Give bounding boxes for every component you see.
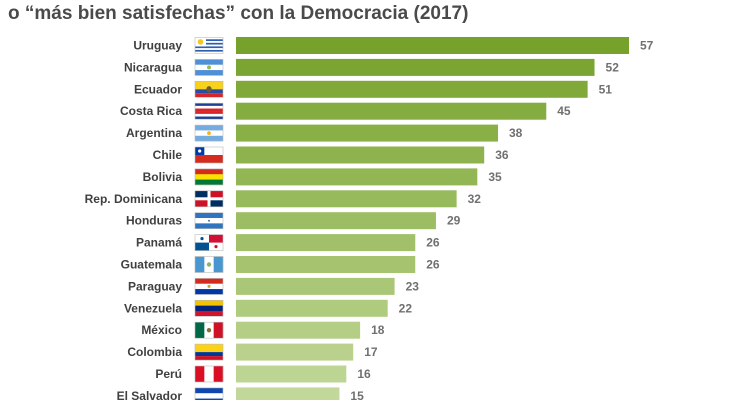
category-label: Costa Rica — [120, 104, 182, 118]
bar — [236, 343, 354, 361]
bar — [236, 387, 340, 400]
value-label: 26 — [426, 258, 440, 272]
category-label: Honduras — [126, 214, 182, 228]
ecuador-flag-icon — [194, 81, 224, 98]
value-label: 18 — [371, 323, 385, 337]
category-label: Perú — [155, 367, 182, 381]
bar — [236, 146, 485, 164]
venezuela-flag-icon — [194, 299, 224, 317]
el-salvador-flag-icon — [194, 387, 224, 400]
category-label: Ecuador — [134, 82, 182, 96]
bar — [236, 256, 416, 273]
argentina-flag-icon — [194, 124, 224, 142]
costa-rica-flag-icon — [194, 102, 224, 120]
category-label: Colombia — [127, 345, 182, 359]
bar — [236, 58, 595, 76]
peru-flag-icon — [194, 365, 224, 383]
colombia-flag-icon — [194, 343, 224, 361]
value-label: 26 — [426, 236, 440, 250]
chart-title: o “más bien satisfechas” con la Democrac… — [8, 3, 469, 24]
panama-flag-icon — [194, 234, 224, 251]
category-label: Guatemala — [121, 258, 183, 272]
category-label: México — [141, 323, 182, 337]
category-label: Chile — [153, 148, 183, 162]
category-label: Rep. Dominicana — [85, 192, 183, 206]
bar — [236, 234, 416, 252]
bar — [236, 124, 498, 142]
value-label: 57 — [640, 39, 654, 53]
nicaragua-flag-icon — [194, 59, 224, 76]
bolivia-flag-icon — [194, 168, 224, 186]
value-label: 38 — [509, 126, 523, 140]
bar — [236, 299, 388, 317]
guatemala-flag-icon — [194, 256, 224, 273]
value-label: 35 — [488, 170, 502, 184]
value-label: 29 — [447, 214, 461, 228]
category-label: Argentina — [126, 126, 182, 140]
category-label: Bolivia — [143, 170, 183, 184]
paraguay-flag-icon — [194, 278, 224, 295]
value-label: 51 — [599, 82, 613, 96]
uruguay-flag-icon — [194, 37, 224, 54]
value-label: 36 — [495, 148, 509, 162]
category-label: Uruguay — [133, 39, 182, 53]
bar — [236, 80, 588, 98]
value-label: 23 — [406, 279, 420, 293]
value-label: 45 — [557, 104, 571, 118]
value-label: 52 — [606, 60, 620, 74]
value-label: 17 — [364, 345, 378, 359]
category-label: Paraguay — [128, 279, 182, 293]
category-label: Panamá — [136, 236, 182, 250]
bar — [236, 102, 547, 120]
bar — [236, 277, 395, 295]
value-label: 15 — [350, 389, 364, 400]
value-label: 22 — [399, 301, 413, 315]
mexico-flag-icon — [194, 321, 224, 339]
bar — [236, 190, 457, 208]
bar — [236, 365, 347, 383]
value-label: 16 — [357, 367, 371, 381]
chile-flag-icon — [194, 146, 224, 164]
category-label: Venezuela — [124, 301, 182, 315]
honduras-flag-icon — [194, 212, 224, 229]
category-label: Nicaragua — [124, 60, 182, 74]
bar — [236, 321, 361, 339]
bar — [236, 37, 629, 54]
dominican-republic-flag-icon — [194, 190, 224, 208]
bar — [236, 168, 478, 186]
category-label: El Salvador — [117, 389, 183, 400]
value-label: 32 — [468, 192, 482, 206]
bar — [236, 212, 436, 230]
